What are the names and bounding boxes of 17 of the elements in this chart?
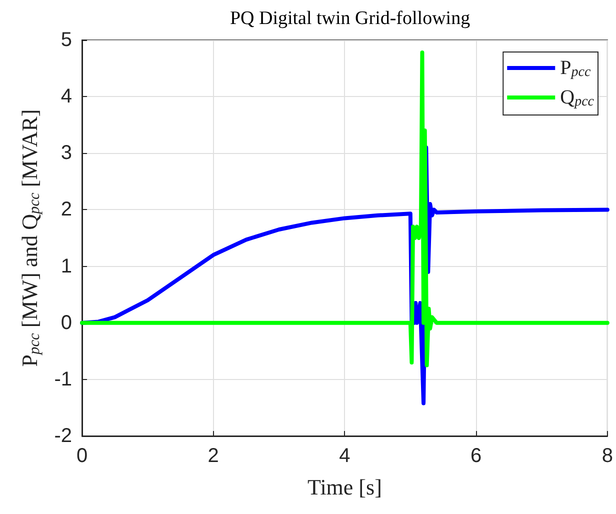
line-series bbox=[80, 50, 610, 368]
y-tick-label: 4 bbox=[60, 86, 72, 108]
y-tick-label: 1 bbox=[60, 255, 72, 278]
y-tick-label: -1 bbox=[54, 368, 72, 390]
y-tick-label: 0 bbox=[60, 312, 72, 334]
y-tick-label: 5 bbox=[60, 29, 72, 51]
y-tick-label: 3 bbox=[60, 142, 72, 164]
y-tick-label: 2 bbox=[60, 198, 72, 221]
chart-title: PQ Digital twin Grid-following bbox=[230, 8, 471, 29]
x-tick-label: 0 bbox=[76, 445, 88, 467]
y-tick-label: -2 bbox=[54, 425, 72, 447]
x-tick-label: 6 bbox=[470, 445, 482, 467]
y-axis-title: Ppcc [MW] and Qpcc [MVAR] bbox=[17, 109, 43, 367]
x-tick-label: 4 bbox=[339, 445, 350, 467]
x-axis-title: Time [s] bbox=[308, 474, 382, 500]
x-tick-label: 2 bbox=[208, 445, 219, 467]
x-tick-label: 8 bbox=[602, 445, 613, 467]
